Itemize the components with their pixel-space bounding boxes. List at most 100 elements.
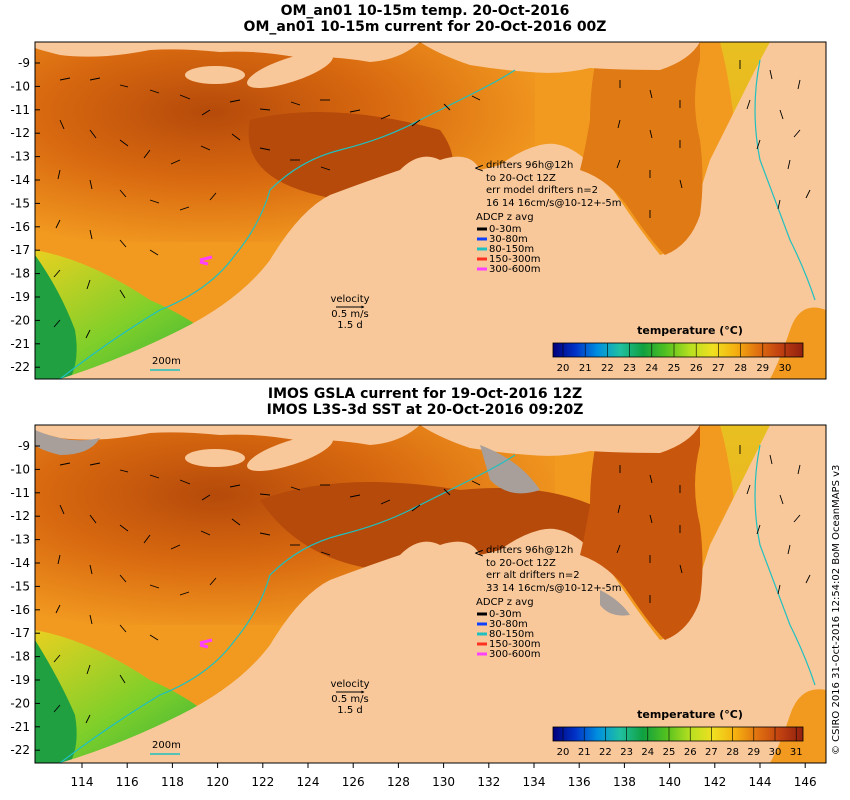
bottom-lat-label: -16 (10, 603, 30, 617)
lon-label: 120 (206, 775, 229, 789)
top-drifters-line4: 16 14 16cm/s@10-12+-5m (486, 198, 622, 209)
bottom-adcp-range: 150-300m (489, 639, 541, 650)
bottom-velocity-time: 1.5 d (337, 705, 362, 716)
top-lat-label: -14 (10, 173, 30, 187)
top-lat-label: -12 (10, 126, 30, 140)
bottom-cbar-label: 28 (726, 747, 739, 758)
bottom-lat-label: -20 (10, 696, 30, 710)
top-velocity-scale: 0.5 m/s (331, 309, 368, 320)
bottom-gulf-carpentaria (580, 425, 703, 640)
lon-label: 138 (613, 775, 636, 789)
lon-label: 134 (523, 775, 546, 789)
top-title-line2: OM_an01 10-15m current for 20-Oct-2016 0… (243, 19, 607, 35)
lon-label: 140 (658, 775, 681, 789)
top-adcp-range: 0-30m (489, 224, 521, 235)
top-title-line1: OM_an01 10-15m temp. 20-Oct-2016 (280, 3, 570, 19)
bottom-lat-label: -13 (10, 533, 30, 547)
lon-label: 114 (71, 775, 94, 789)
bottom-timor-island (247, 435, 333, 471)
lon-label: 116 (116, 775, 139, 789)
top-drifters-line3: err model drifters n=2 (486, 185, 598, 196)
bottom-drifters-line4: 33 14 16cm/s@10-12+-5m (486, 583, 622, 594)
top-lat-label: -16 (10, 220, 30, 234)
bottom-cbar-label: 20 (557, 747, 570, 758)
bottom-adcp-title: ADCP z avg (476, 597, 534, 608)
bottom-cbar-label: 24 (641, 747, 654, 758)
credit-text: © CSIRO 2016 31-Oct-2016 12:54:02 BoM Oc… (831, 465, 842, 755)
lon-label: 124 (297, 775, 320, 789)
bottom-map-frame (34, 424, 827, 764)
top-lat-label: -9 (18, 56, 30, 70)
top-isobath-legend-label: 200m (152, 356, 181, 367)
lon-label: 142 (703, 775, 726, 789)
bottom-colorbar-title: temperature (°C) (637, 708, 743, 721)
bottom-lat-label: -21 (10, 720, 30, 734)
top-adcp-range: 150-300m (489, 254, 541, 265)
top-cbar-label: 24 (645, 363, 658, 374)
bottom-adcp-range: 0-30m (489, 609, 521, 620)
top-cbar-label: 22 (601, 363, 614, 374)
top-timor-island (247, 52, 333, 88)
top-velocity-legend: velocity 0.5 m/s 1.5 d (330, 294, 369, 331)
top-lat-label: -20 (10, 313, 30, 327)
bottom-drifters-line1: drifters 96h@12h (486, 545, 573, 556)
bottom-cbar-label: 31 (790, 747, 803, 758)
lon-label: 144 (749, 775, 772, 789)
bottom-drifters-line2: to 20-Oct 12Z (486, 558, 556, 569)
bottom-velocity-scale: 0.5 m/s (331, 694, 368, 705)
top-cbar-label: 26 (690, 363, 703, 374)
lon-label: 122 (251, 775, 274, 789)
bottom-isobath-200m (59, 454, 516, 764)
top-adcp-legend: ADCP z avg 0-30m30-80m80-150m150-300m300… (476, 212, 541, 275)
bottom-cloud-gap-3 (35, 430, 100, 455)
bottom-png-land (420, 425, 700, 456)
bottom-drifters-legend: < drifters 96h@12h to 20-Oct 12Z err alt… (474, 545, 622, 594)
top-colorbar-title: temperature (°C) (637, 324, 743, 337)
top-cbar-label: 21 (579, 363, 592, 374)
top-velocity-time: 1.5 d (337, 320, 362, 331)
top-drifters-line2: to 20-Oct 12Z (486, 173, 556, 184)
top-lat-label: -15 (10, 196, 30, 210)
top-lat-label: -19 (10, 290, 30, 304)
top-australia-land (60, 42, 826, 379)
longitude-axis: 114 116 118 120 122 124 126 128 130 132 134 136 138 1… (71, 763, 817, 789)
top-latitude-axis: -9 -10 -11 -12 -13 -14 -15 -16 -17 -18 -19 -20 -21 -2… (10, 56, 40, 374)
top-cbar-label: 27 (712, 363, 725, 374)
bottom-drifter-track (199, 638, 213, 649)
top-adcp-title: ADCP z avg (476, 212, 534, 223)
top-ocean-coolest (35, 255, 77, 379)
lon-label: 130 (432, 775, 455, 789)
bottom-adcp-range: 300-600m (489, 649, 541, 660)
top-sumba-island (185, 66, 245, 84)
bottom-colorbar: temperature (°C) 20 21 22 23 24 25 26 27 28 29 30 3… (552, 708, 804, 758)
top-lat-label: -17 (10, 243, 30, 257)
bottom-isobath-legend-label: 200m (152, 740, 181, 751)
bottom-current-vectors (53, 445, 811, 724)
bottom-lat-label: -12 (10, 509, 30, 523)
top-lat-label: -11 (10, 103, 30, 117)
top-cbar-label: 30 (779, 363, 792, 374)
bottom-lat-label: -14 (10, 556, 30, 570)
bottom-lat-label: -11 (10, 486, 30, 500)
bottom-lat-label: -19 (10, 673, 30, 687)
bottom-lat-label: -15 (10, 579, 30, 593)
bottom-lat-label: -17 (10, 626, 30, 640)
bottom-adcp-range: 80-150m (489, 629, 534, 640)
lon-label: 128 (387, 775, 410, 789)
top-isobath-200m (59, 69, 516, 380)
bottom-velocity-label: velocity (330, 679, 369, 690)
bottom-cbar-label: 29 (747, 747, 760, 758)
top-current-vectors (53, 60, 811, 339)
bottom-title-line2: IMOS L3S-3d SST at 20-Oct-2016 09:20Z (266, 402, 584, 418)
top-adcp-range: 80-150m (489, 244, 534, 255)
top-lat-label: -22 (10, 360, 30, 374)
bottom-cbar-label: 21 (578, 747, 591, 758)
top-drifters-legend: < drifters 96h@12h to 20-Oct 12Z err mod… (474, 160, 622, 209)
bottom-cbar-label: 23 (620, 747, 633, 758)
bottom-cbar-label: 26 (684, 747, 697, 758)
bottom-sumba-island (185, 449, 245, 467)
top-adcp-range: 300-600m (489, 264, 541, 275)
bottom-cbar-label: 30 (769, 747, 782, 758)
top-cbar-label: 20 (557, 363, 570, 374)
